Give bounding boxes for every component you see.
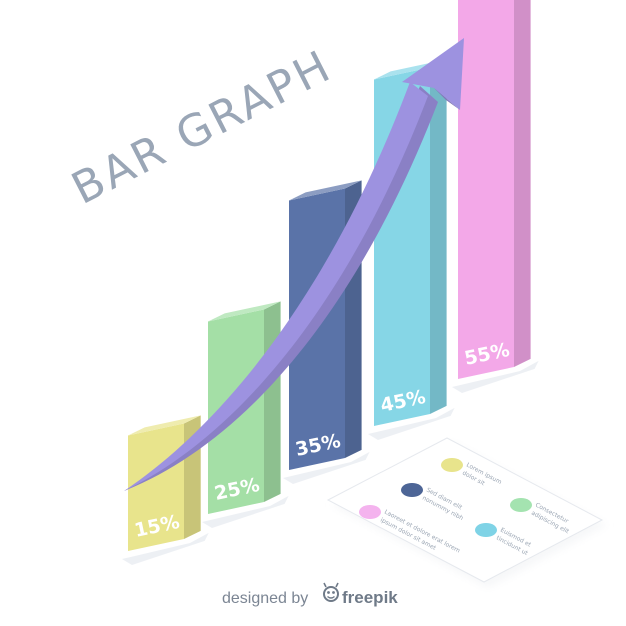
bar-top-face [128, 415, 201, 436]
bar-side-face [514, 0, 531, 367]
bar-side-face [430, 59, 447, 415]
credit-brand: freepik [342, 588, 398, 607]
arrow-head [402, 38, 464, 110]
bar-base-shadow [122, 532, 209, 565]
chart-title: BAR GRAPH [64, 40, 341, 215]
trend-arrow [124, 38, 464, 491]
credit-designed-by: designed by [222, 590, 308, 607]
bar-front-face [128, 423, 184, 551]
legend-swatch [401, 483, 423, 497]
bar-base-shadow [452, 360, 539, 393]
arrow-head-shade [434, 88, 460, 110]
bar-front-face [458, 0, 514, 379]
arrow-shaft [124, 82, 428, 491]
chart-title-text: BAR GRAPH [64, 40, 341, 215]
bar-top-face [208, 301, 281, 322]
bar-side-face [264, 301, 281, 502]
legend-swatch [510, 498, 532, 512]
legend-swatch [441, 458, 463, 472]
legend-card-surface [326, 437, 604, 583]
credit: designed by freepik [222, 582, 398, 607]
bar: 55% [452, 0, 539, 393]
legend-swatch [475, 523, 497, 537]
bar-base-shadow [283, 451, 370, 484]
bar-base-shadow [368, 407, 455, 440]
legend-swatch [359, 505, 381, 519]
bar-top-face [289, 180, 362, 201]
bar-base-shadow [202, 495, 289, 528]
freepik-logo-icon [323, 582, 339, 602]
